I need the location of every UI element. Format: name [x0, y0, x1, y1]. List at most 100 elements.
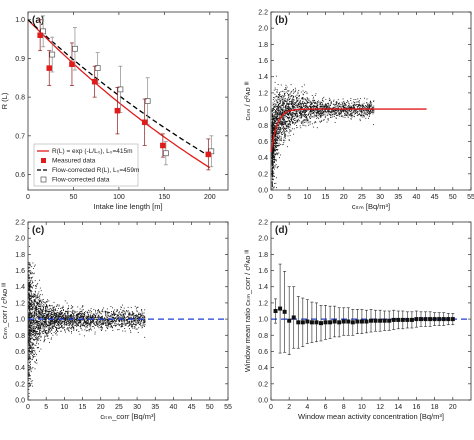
data-point — [56, 329, 58, 331]
data-point — [272, 146, 274, 148]
data-point — [52, 310, 54, 312]
data-point — [106, 321, 108, 323]
data-point — [283, 115, 285, 117]
data-point — [316, 115, 318, 117]
data-point — [276, 146, 277, 148]
data-point — [352, 115, 354, 117]
data-point — [30, 380, 32, 382]
data-point — [45, 311, 47, 313]
data-point — [290, 95, 292, 96]
data-point — [356, 106, 358, 108]
data-point — [87, 324, 89, 326]
data-point — [280, 107, 282, 109]
data-point — [277, 145, 279, 147]
data-point — [119, 320, 121, 322]
data-point — [73, 312, 75, 314]
data-point — [114, 317, 116, 319]
data-point — [304, 102, 306, 104]
data-point — [70, 317, 72, 319]
data-point — [41, 332, 43, 334]
data-point — [274, 121, 276, 123]
y-tick-label: 1.6 — [15, 268, 25, 275]
data-point — [38, 343, 39, 345]
data-point — [51, 305, 53, 307]
data-point — [278, 128, 280, 130]
data-point — [91, 317, 93, 319]
data-point — [271, 150, 273, 152]
data-point — [280, 111, 282, 113]
measured-point — [69, 61, 75, 67]
data-point — [271, 125, 273, 127]
data-point — [350, 115, 352, 117]
x-tick-label: 100 — [113, 194, 125, 201]
data-point — [105, 324, 107, 326]
data-point — [35, 295, 37, 297]
data-point — [120, 325, 122, 327]
data-point — [48, 325, 50, 327]
data-point — [41, 302, 43, 304]
data-point — [46, 321, 47, 323]
data-point — [296, 96, 298, 98]
data-point — [73, 329, 75, 331]
data-point — [121, 317, 123, 319]
x-tick-label: 10 — [60, 404, 68, 411]
data-point — [134, 314, 136, 316]
data-point — [327, 105, 329, 107]
data-point — [323, 113, 325, 115]
data-point — [278, 152, 280, 154]
data-point — [344, 103, 346, 105]
data-point — [313, 116, 315, 118]
data-point — [298, 96, 300, 98]
data-point — [41, 308, 43, 310]
data-point — [272, 157, 274, 159]
data-point — [304, 110, 306, 112]
data-point — [116, 323, 118, 325]
data-point — [278, 124, 280, 126]
data-point — [110, 326, 112, 328]
data-point — [358, 114, 360, 116]
data-point — [121, 326, 122, 328]
data-point — [287, 118, 289, 120]
data-point — [323, 119, 325, 121]
data-point — [103, 319, 105, 321]
data-point — [366, 110, 367, 111]
data-point — [38, 324, 40, 326]
y-tick-label: 0.2 — [15, 381, 25, 388]
data-point — [275, 111, 277, 113]
data-point — [298, 118, 299, 120]
data-point — [296, 114, 298, 116]
data-point — [285, 87, 287, 89]
data-point — [370, 102, 372, 103]
data-point — [314, 121, 316, 122]
data-point — [83, 314, 85, 316]
data-point — [48, 308, 50, 310]
data-point — [287, 110, 289, 111]
data-point — [282, 124, 284, 126]
data-point — [60, 320, 62, 321]
data-point — [53, 309, 54, 311]
data-point — [275, 134, 277, 135]
data-point — [339, 113, 340, 115]
data-point — [303, 84, 305, 86]
data-point — [32, 308, 34, 310]
data-point — [355, 113, 356, 114]
data-point — [28, 246, 30, 247]
data-point — [299, 111, 301, 113]
data-point — [371, 111, 373, 113]
data-point — [282, 95, 284, 97]
data-point — [292, 113, 294, 114]
legend-label: R(L) = exp (-L/L₀), L₀=415m — [52, 148, 133, 155]
data-point — [289, 106, 291, 108]
data-point — [31, 352, 33, 354]
data-point — [144, 336, 146, 338]
data-point — [330, 102, 332, 103]
data-point — [277, 96, 279, 98]
data-point — [277, 99, 279, 101]
data-point — [285, 122, 287, 123]
data-point — [87, 309, 89, 311]
data-point — [60, 322, 62, 324]
data-point — [302, 94, 304, 96]
data-point — [348, 105, 349, 106]
data-point — [308, 101, 310, 103]
data-point — [289, 130, 291, 132]
